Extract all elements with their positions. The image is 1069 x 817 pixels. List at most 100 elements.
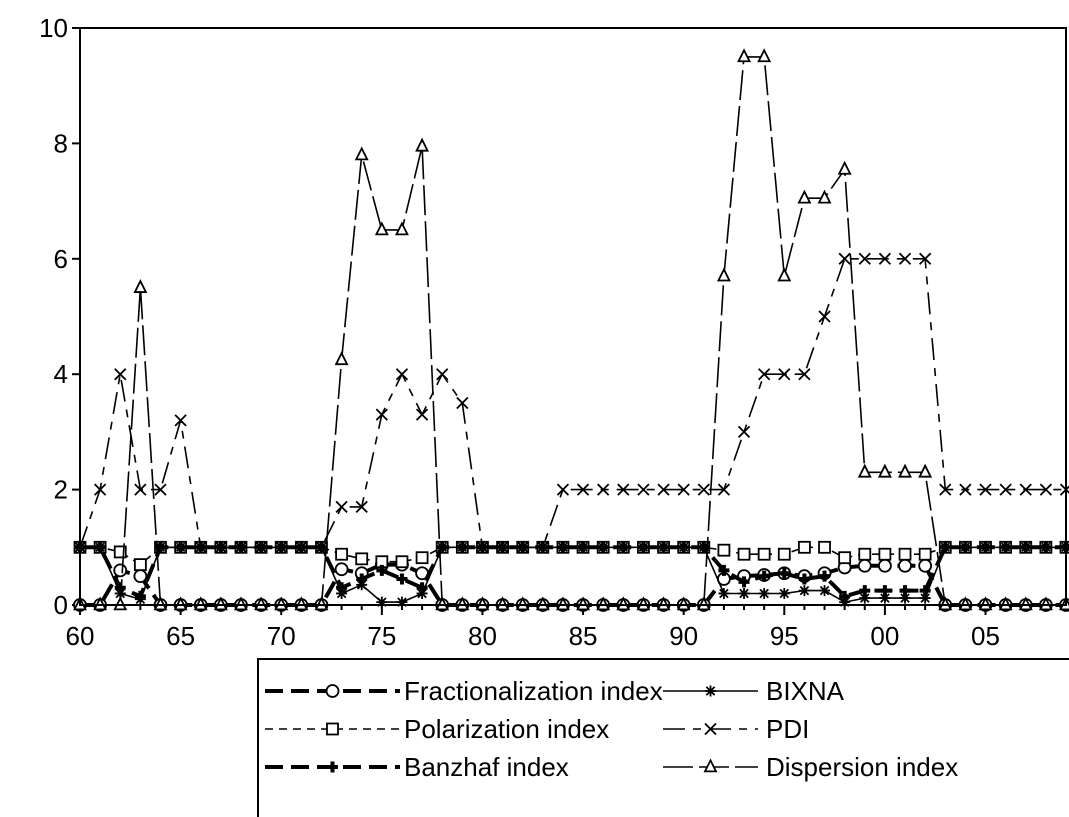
- data-point-cross: [677, 483, 690, 496]
- data-point-star: [980, 541, 992, 553]
- data-point-square: [717, 543, 731, 557]
- series-line: [80, 562, 1066, 607]
- legend-item: Polarization index: [265, 714, 609, 744]
- data-point-plus: [798, 573, 810, 585]
- data-point-triangle: [234, 596, 248, 611]
- data-point-triangle: [435, 596, 450, 611]
- x-tick-label: 80: [468, 621, 497, 651]
- series-dispersion-index: [73, 48, 1069, 611]
- data-point-triangle: [173, 596, 188, 611]
- data-point-triangle: [113, 596, 128, 611]
- data-point-star: [154, 541, 166, 553]
- data-point-legend-plus: [327, 761, 338, 773]
- data-point-star: [175, 541, 187, 553]
- legend-label: Polarization index: [404, 714, 609, 744]
- data-point-triangle: [415, 137, 430, 152]
- legend: Fractionalization index BIXNA Polarization…: [257, 658, 1069, 817]
- data-point-cross: [697, 483, 710, 496]
- y-tick-label: 6: [54, 244, 68, 274]
- legend-box: [257, 658, 1069, 817]
- x-tick-label: 00: [870, 621, 899, 651]
- data-point-cross: [234, 541, 248, 554]
- data-point-triangle: [938, 596, 953, 611]
- data-point-star: [839, 596, 851, 608]
- data-point-circle: [334, 562, 349, 577]
- data-point-star: [336, 587, 348, 599]
- data-point-cross: [717, 483, 731, 496]
- legend-label: PDI: [766, 714, 809, 744]
- data-point-star: [959, 541, 971, 553]
- legend-label: Banzhaf index: [404, 752, 569, 782]
- data-point-cross: [174, 414, 187, 427]
- data-point-star: [798, 585, 810, 597]
- data-point-cross: [919, 252, 932, 265]
- data-point-legend-star: [705, 685, 716, 697]
- data-point-cross: [556, 483, 570, 496]
- data-point-triangle: [93, 596, 108, 611]
- data-point-triangle: [998, 596, 1013, 611]
- data-point-triangle: [495, 596, 510, 611]
- data-point-triangle: [616, 596, 631, 611]
- data-point-plus: [738, 576, 750, 588]
- data-point-star: [94, 541, 106, 553]
- data-point-triangle: [696, 596, 711, 611]
- data-point-star: [758, 587, 770, 599]
- series-line: [80, 56, 1066, 606]
- data-point-triangle: [555, 596, 570, 611]
- data-point-triangle: [314, 596, 329, 611]
- data-point-square: [777, 547, 791, 561]
- data-point-cross: [798, 368, 811, 381]
- legend-label: BIXNA: [766, 676, 845, 706]
- data-point-plus: [396, 573, 408, 585]
- data-point-star: [658, 541, 670, 553]
- data-point-cross: [415, 408, 429, 421]
- data-point-star: [456, 541, 468, 553]
- data-point-star: [396, 596, 408, 608]
- data-point-circle: [918, 558, 933, 573]
- data-point-triangle: [817, 189, 832, 204]
- data-point-triangle: [837, 160, 852, 175]
- data-point-cross: [275, 541, 288, 554]
- data-point-triangle: [475, 596, 490, 611]
- data-point-plus: [758, 570, 770, 582]
- data-point-cross: [476, 541, 489, 554]
- data-point-triangle: [857, 463, 872, 478]
- x-tick-label: 75: [367, 621, 396, 651]
- legend-item: BIXNA: [663, 676, 845, 706]
- series-line: [80, 546, 1066, 603]
- series-line: [80, 546, 1066, 566]
- x-tick-label: 90: [669, 621, 698, 651]
- data-point-star: [819, 585, 831, 597]
- y-tick-label: 0: [54, 590, 68, 620]
- legend-item: Dispersion index: [663, 752, 958, 782]
- data-point-cross: [154, 483, 167, 496]
- data-point-square: [133, 558, 147, 572]
- data-point-cross: [134, 483, 147, 496]
- data-point-cross: [1019, 483, 1032, 496]
- data-point-cross: [436, 368, 449, 381]
- y-tick-label: 2: [54, 475, 68, 505]
- y-axis-ticks: 0 2 4 6 8 10: [39, 13, 80, 620]
- data-point-legend-cross: [704, 722, 717, 736]
- data-point-circle: [898, 558, 912, 573]
- data-point-cross: [456, 396, 469, 410]
- data-point-triangle: [535, 596, 550, 611]
- data-point-triangle: [777, 267, 792, 282]
- data-point-triangle: [274, 596, 289, 611]
- data-point-cross: [536, 541, 549, 554]
- y-tick-label: 10: [39, 13, 68, 43]
- data-point-star: [678, 541, 690, 553]
- data-point-triangle: [737, 48, 751, 63]
- data-point-circle: [877, 558, 892, 573]
- data-point-cross: [878, 252, 892, 265]
- data-point-triangle: [716, 267, 731, 282]
- data-point-square: [918, 547, 932, 561]
- data-point-cross: [999, 483, 1012, 496]
- data-point-triangle: [213, 596, 228, 611]
- data-point-cross: [395, 368, 409, 381]
- data-point-legend-circle: [325, 684, 340, 698]
- data-point-plus: [376, 564, 388, 576]
- legend-item: Banzhaf index: [265, 752, 569, 782]
- data-point-square: [798, 540, 811, 554]
- data-point-star: [376, 596, 388, 608]
